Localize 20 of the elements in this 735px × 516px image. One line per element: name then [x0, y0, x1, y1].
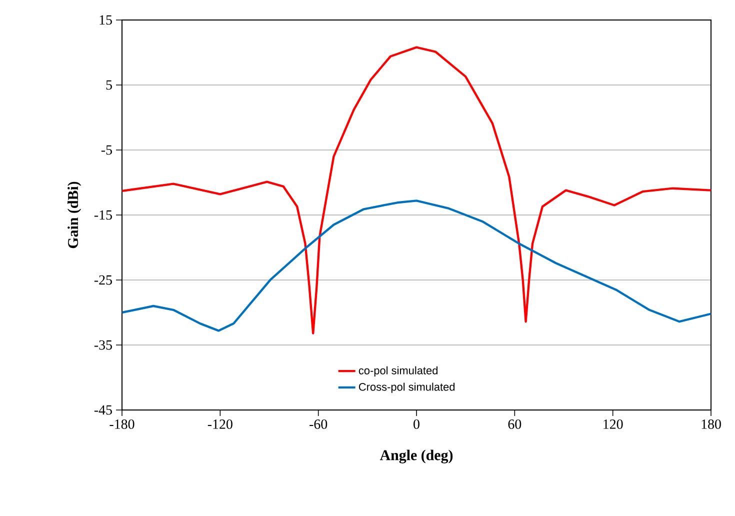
y-tick-label: -25: [94, 275, 112, 285]
legend-label: Cross-pol simulated: [358, 382, 455, 393]
x-tick-label: -60: [310, 419, 328, 429]
x-tick-label: 0: [414, 419, 420, 429]
line-series: [122, 46, 712, 334]
y-axis-title: Gain (dBi): [68, 182, 82, 248]
x-tick-label: -120: [208, 419, 232, 429]
y-tick-label: -5: [101, 145, 112, 155]
y-tick-label: -15: [94, 210, 112, 220]
x-tick-label: 120: [604, 419, 623, 429]
y-tick-label: 15: [100, 15, 112, 25]
line-series: [122, 200, 712, 332]
x-tick-label: -180: [110, 419, 134, 429]
x-tick-label: 180: [702, 419, 721, 429]
x-tick-label: 60: [508, 419, 522, 429]
y-tick-label: -35: [94, 340, 112, 350]
x-axis-title: Angle (deg): [380, 450, 453, 464]
legend-label: co-pol simulated: [358, 366, 438, 377]
y-tick-label: 5: [106, 80, 112, 90]
y-tick-label: -45: [94, 405, 112, 415]
